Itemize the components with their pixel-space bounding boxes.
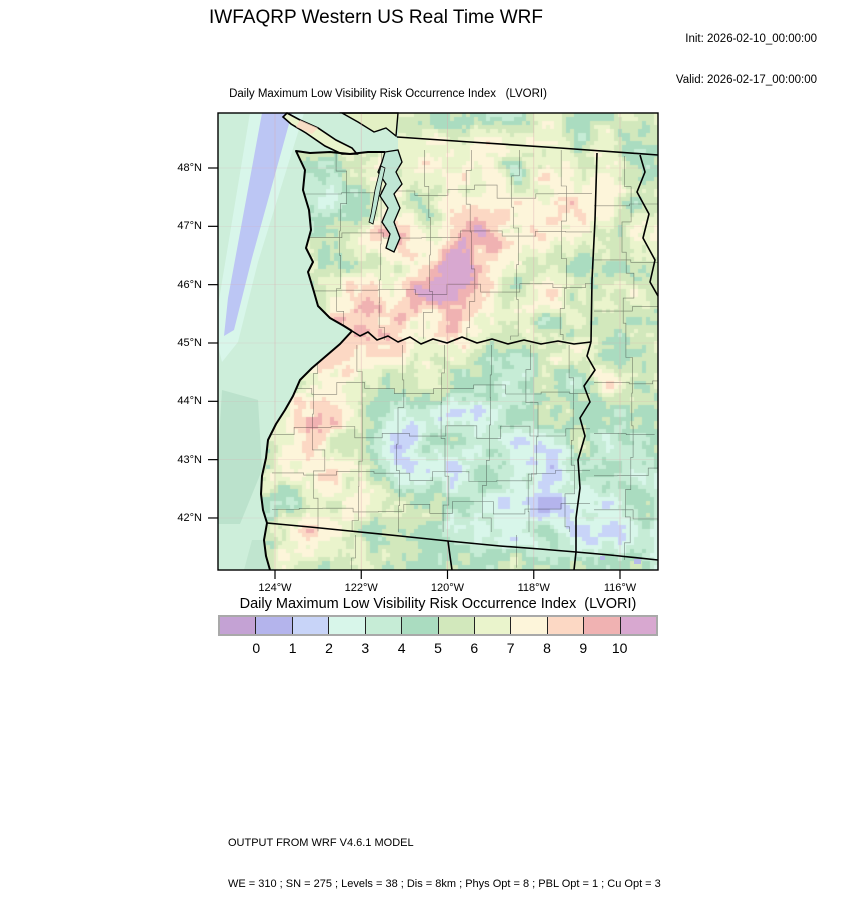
colorbar-tick-label: 6: [470, 640, 479, 656]
colorbar-segment: [292, 617, 330, 634]
model-footnote-line2: WE = 310 ; SN = 275 ; Levels = 38 ; Dis …: [228, 877, 661, 890]
lat-tick-label: 42°N: [177, 511, 202, 524]
pacific-ocean: [218, 113, 398, 570]
colorbar-tick-label: 9: [579, 640, 588, 656]
colorbar-segment: [365, 617, 403, 634]
map-title: Daily Maximum Low Visibility Risk Occurr…: [229, 88, 547, 100]
lat-tick-label: 43°N: [177, 453, 202, 466]
colorbar-tick-label: 7: [506, 640, 515, 656]
lat-tick-label: 45°N: [177, 336, 202, 349]
colorbar: [218, 615, 658, 636]
id-mt-border: [636, 154, 659, 297]
map-overlay: [208, 112, 659, 579]
lon-tick-label: 122°W: [344, 582, 378, 594]
colorbar-tick-label: 0: [252, 640, 261, 656]
graticule: [274, 113, 621, 570]
colorbar-title: Daily Maximum Low Visibility Risk Occurr…: [239, 596, 637, 612]
lon-tick-label: 118°W: [517, 582, 550, 594]
lat-tick-label: 47°N: [177, 220, 202, 233]
lon-tick-label: 120°W: [430, 582, 465, 594]
axis-ticks: [208, 167, 621, 579]
colorbar-tick-label: 2: [325, 640, 333, 656]
wa-or-border: [351, 330, 592, 345]
colorbar-segment: [511, 617, 548, 634]
colorbar-segment: [402, 617, 439, 634]
lat-tick-label: 44°N: [177, 395, 202, 408]
colorbar-segment: [584, 617, 621, 634]
coastline: [260, 150, 385, 571]
lon-tick-label: 124°W: [258, 582, 292, 594]
ca-nv-border: [447, 540, 453, 571]
colorbar-segment: [547, 617, 585, 634]
puget-sound: [368, 149, 403, 253]
init-time-label: Init: 2026-02-10_00:00:00: [685, 33, 817, 45]
lat-tick-label: 46°N: [177, 278, 202, 291]
colorbar-segment: [329, 617, 366, 634]
colorbar-tick-label: 5: [434, 640, 442, 656]
lat-tick-label: 48°N: [177, 162, 202, 174]
county-borders: [272, 150, 658, 570]
or-id-border: [573, 341, 596, 571]
colorbar-segment: [438, 617, 475, 634]
map-frame: [217, 112, 659, 571]
colorbar-segment: [220, 617, 257, 634]
colorbar-tick-label: 8: [543, 640, 551, 656]
colorbar-segment: [620, 617, 657, 634]
valid-time-label: Valid: 2026-02-17_00:00:00: [675, 73, 817, 86]
wa-id-border: [590, 152, 598, 343]
model-footnote-line1: OUTPUT FROM WRF V4.6.1 MODEL: [228, 837, 414, 849]
colorbar-segment: [474, 617, 512, 634]
colorbar-tick-label: 10: [611, 640, 628, 656]
colorbar-tick-label: 4: [397, 640, 406, 656]
colorbar-tick-label: 1: [288, 640, 297, 656]
state-borders: [266, 136, 659, 571]
lakes: [600, 556, 641, 564]
wrf-plot-page: IWFAQRP Western US Real Time WRF Init: 2…: [177, 6, 817, 890]
us-canada-border: [396, 136, 659, 156]
or-south-border: [266, 522, 659, 561]
model-footnote: OUTPUT FROM WRF V4.6.1 MODEL WE = 310 ; …: [228, 810, 661, 918]
colorbar-segment: [256, 617, 293, 634]
colorbar-tick-label: 3: [361, 640, 370, 656]
lon-tick-label: 116°W: [603, 582, 637, 594]
page-title: IWFAQRP Western US Real Time WRF: [209, 7, 543, 28]
run-time-block: Init: 2026-02-10_00:00:00 Valid: 2026-02…: [676, 6, 817, 114]
